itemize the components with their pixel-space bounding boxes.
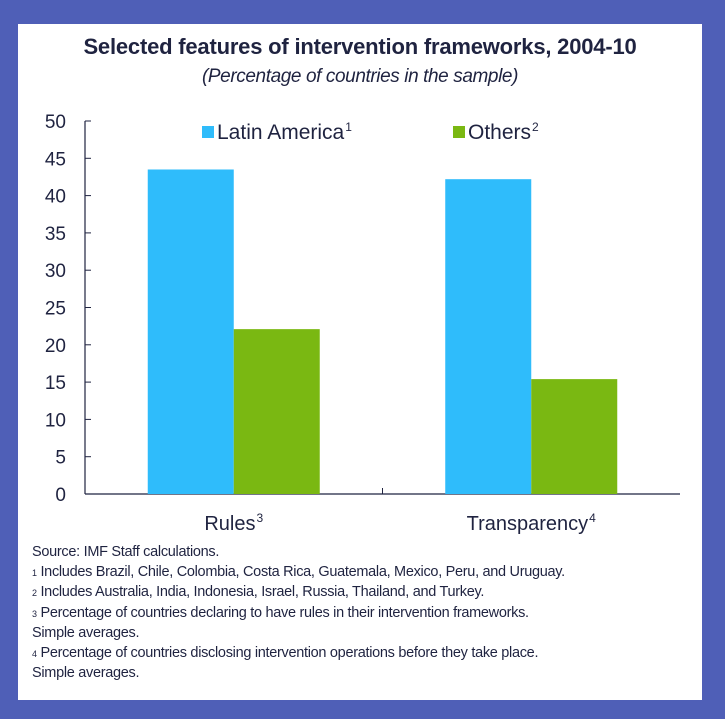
- chart-panel: Selected features of intervention framew…: [18, 24, 702, 700]
- y-axis-ticks: 0 5 10 15 20 25 30 35 40 45 50: [45, 112, 91, 506]
- footnote-line: 3 Percentage of countries declaring to h…: [32, 603, 697, 623]
- legend-item: Latin America1: [202, 120, 352, 144]
- y-tick-label: 45: [45, 149, 66, 170]
- y-tick-label: 10: [45, 410, 66, 431]
- footnote-line: 4 Percentage of countries disclosing int…: [32, 643, 697, 663]
- footnote-marker: 2: [32, 588, 37, 599]
- chart-subtitle: (Percentage of countries in the sample): [201, 66, 519, 87]
- footnote-text: Includes Brazil, Chile, Colombia, Costa …: [36, 564, 565, 581]
- footnotes: Source: IMF Staff calculations. 1 Include…: [32, 542, 697, 683]
- y-tick-label: 50: [45, 112, 66, 133]
- footnote-marker: 3: [32, 608, 37, 619]
- y-tick-label: 5: [55, 448, 66, 469]
- footnote-text: Simple averages.: [32, 665, 140, 682]
- x-category-label: Transparency4: [467, 511, 597, 535]
- footnote-text: Includes Australia, India, Indonesia, Is…: [36, 584, 485, 601]
- bars: [147, 169, 618, 495]
- x-axis-labels: Rules3 Transparency4: [204, 511, 596, 535]
- y-tick-label: 15: [45, 373, 66, 394]
- footnote-line: Source: IMF Staff calculations.: [32, 542, 697, 562]
- y-tick-label: 0: [55, 485, 66, 506]
- bar-chart: 0 5 10 15 20 25 30 35 40 45 50 Rules3 Transparency4…: [45, 112, 680, 535]
- footnote-line: 1 Includes Brazil, Chile, Colombia, Cost…: [32, 562, 697, 582]
- y-tick-label: 30: [45, 261, 66, 282]
- legend-swatch: [453, 126, 465, 138]
- footnote-marker: 4: [32, 649, 37, 660]
- legend-label: Latin America1: [217, 120, 352, 144]
- legend-swatch: [202, 126, 214, 138]
- bar-others-rules: [233, 329, 320, 494]
- bar-latin-america-transparency: [445, 179, 532, 495]
- footnote-text: Percentage of countries declaring to hav…: [36, 604, 529, 621]
- legend-label: Others2: [468, 120, 539, 144]
- y-tick-label: 20: [45, 336, 66, 357]
- footnote-text: Simple averages.: [32, 624, 140, 641]
- footnote-text: Percentage of countries disclosing inter…: [36, 645, 539, 662]
- legend: Latin America1 Others2: [202, 120, 539, 144]
- y-tick-label: 40: [45, 187, 66, 208]
- x-category-label: Rules3: [204, 511, 263, 535]
- footnote-text: Source: IMF Staff calculations.: [32, 544, 220, 560]
- chart-title: Selected features of intervention framew…: [83, 34, 637, 59]
- legend-item: Others2: [453, 120, 539, 144]
- footnote-line: 2 Includes Australia, India, Indonesia, …: [32, 582, 697, 602]
- y-tick-label: 35: [45, 224, 66, 245]
- bar-latin-america-rules: [147, 169, 234, 495]
- y-tick-label: 25: [45, 299, 66, 320]
- footnote-line: Simple averages.: [32, 623, 697, 643]
- footnote-line: Simple averages.: [32, 663, 697, 683]
- footnote-marker: 1: [32, 568, 37, 579]
- bar-others-transparency: [531, 379, 618, 494]
